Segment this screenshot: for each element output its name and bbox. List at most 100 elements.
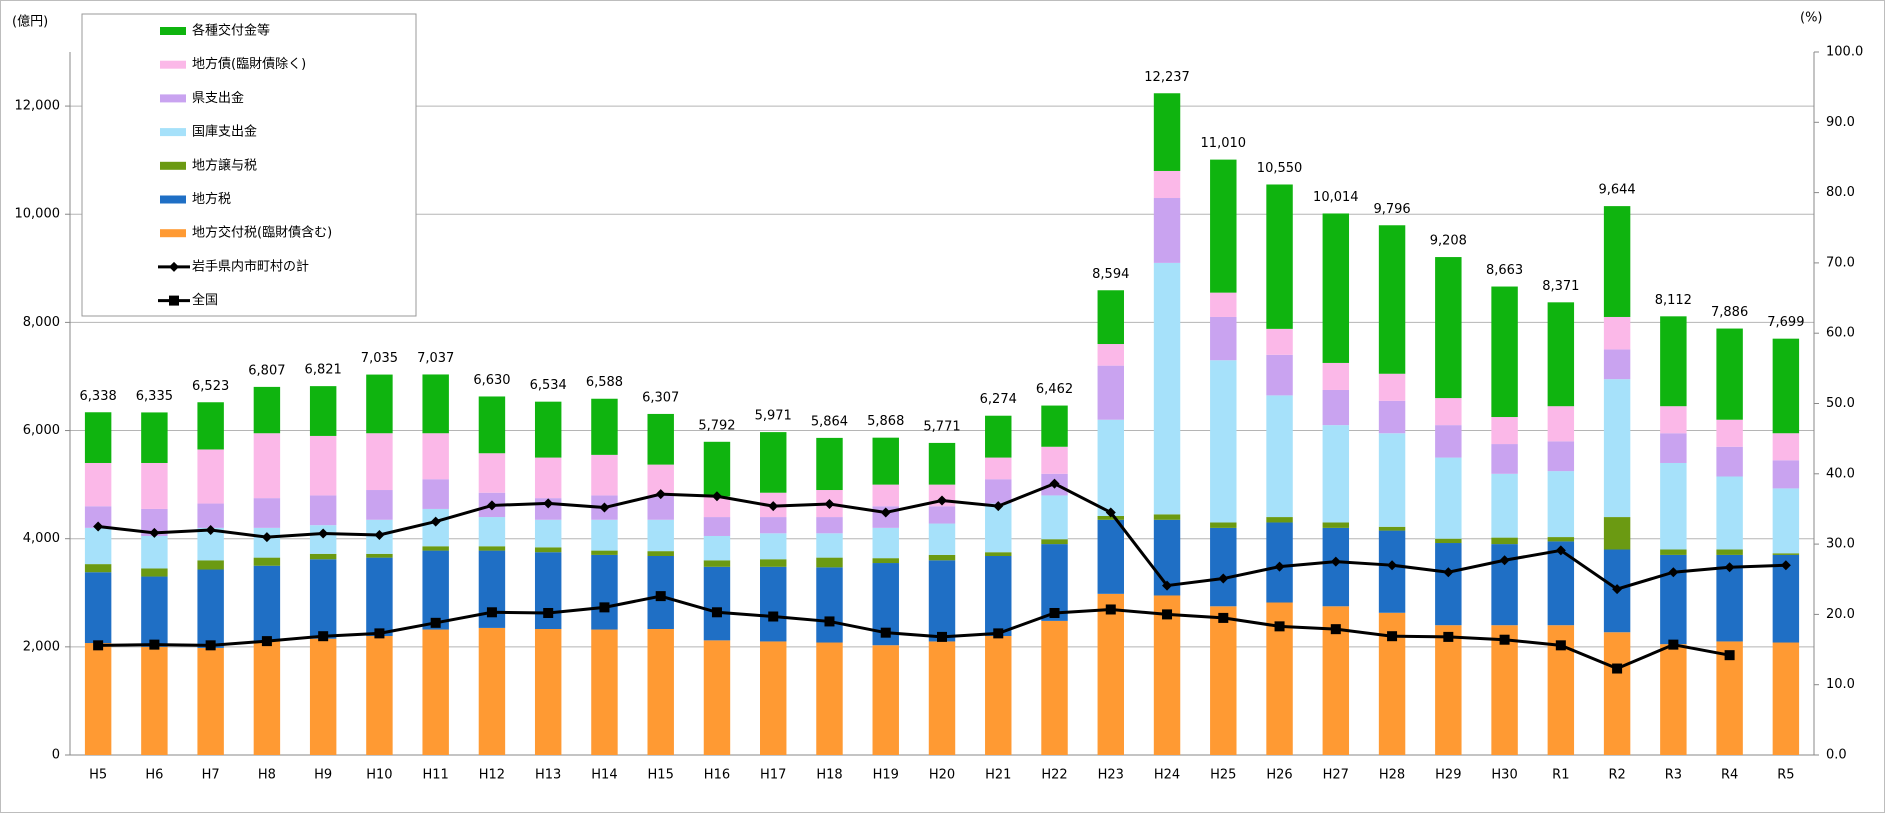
legend-swatch [160, 161, 186, 170]
bar-segment [1097, 515, 1124, 520]
bar-segment [1660, 462, 1687, 550]
bar-segment [1491, 537, 1518, 545]
bar-segment [1378, 530, 1406, 613]
total-label: 6,807 [248, 363, 285, 378]
bar-segment [1041, 446, 1068, 474]
bar-segment [1378, 225, 1406, 374]
line-marker [937, 631, 947, 642]
bar-segment [84, 462, 112, 507]
legend-label: 岩手県内市町村の計 [192, 258, 309, 274]
bar-segment [985, 636, 1012, 755]
line-marker [655, 591, 666, 602]
bar-segment [1435, 625, 1462, 755]
bar-segment [1547, 441, 1575, 472]
bar-segment [928, 560, 956, 642]
bar-segment [534, 401, 562, 458]
bar-segment [1322, 527, 1350, 607]
line-marker [1612, 663, 1623, 674]
bar-segment [816, 642, 843, 755]
y2-tick-label: 10.0 [1826, 677, 1855, 692]
total-label: 10,014 [1313, 190, 1359, 205]
line-marker [1555, 545, 1566, 556]
bar-segment [760, 432, 787, 493]
legend-swatch [160, 195, 186, 204]
total-label: 6,821 [305, 363, 342, 378]
bar-segment [1266, 354, 1293, 396]
bar-segment [1322, 389, 1350, 426]
x-tick-label: H8 [258, 768, 276, 783]
y-tick-label: 8,000 [23, 315, 60, 330]
bar-segment [872, 527, 899, 559]
x-tick-label: H23 [1098, 768, 1124, 783]
bar-segment [1716, 549, 1743, 555]
bar-segment [1153, 198, 1181, 263]
total-label: 7,037 [417, 351, 454, 366]
bar-segment [309, 435, 337, 496]
y-tick-label: 12,000 [15, 99, 61, 114]
bar-segment [478, 453, 506, 493]
x-tick-label: H26 [1266, 768, 1292, 783]
bar-segment [1491, 444, 1518, 474]
bar-segment [872, 484, 899, 507]
bar-segment [84, 564, 112, 573]
bar-segment [1603, 517, 1631, 550]
bar-segment [1097, 593, 1124, 755]
bar-segment [985, 555, 1012, 637]
bar-segment [84, 506, 112, 528]
line-marker [824, 499, 835, 510]
bar-segment [1210, 606, 1237, 755]
y-tick-label: 10,000 [15, 207, 61, 222]
bar-segment [1716, 446, 1743, 477]
total-label: 7,886 [1711, 305, 1748, 320]
bar-segment [534, 519, 562, 548]
bar-segment [1435, 257, 1462, 399]
total-label: 6,630 [473, 373, 510, 388]
bar-segment [816, 517, 843, 534]
bar-segment [985, 415, 1012, 458]
y-tick-label: 4,000 [23, 531, 60, 546]
x-tick-label: H12 [479, 768, 505, 783]
line-marker [149, 639, 160, 650]
bar-segment [1772, 642, 1800, 755]
line-marker [318, 528, 329, 539]
bar-segment [141, 535, 168, 569]
y-tick-label: 0 [52, 748, 60, 763]
line-marker [486, 607, 497, 618]
legend-marker [169, 261, 179, 272]
line-marker [993, 501, 1004, 512]
line-marker [430, 617, 441, 628]
bar-segment [872, 645, 899, 755]
bar-segment [647, 495, 674, 520]
total-label: 5,771 [923, 419, 960, 434]
x-tick-label: R5 [1777, 768, 1794, 783]
bar-segment [1547, 302, 1575, 407]
line-marker [374, 529, 385, 540]
x-tick-label: H17 [760, 768, 786, 783]
x-tick-label: H19 [873, 768, 899, 783]
bar-segment [872, 437, 899, 485]
bar-segment [1435, 398, 1462, 426]
bar-segment [1716, 476, 1743, 550]
x-tick-label: H5 [89, 768, 107, 783]
bar-segment [1153, 170, 1181, 199]
bar-segment [591, 398, 618, 455]
line-marker [149, 527, 160, 538]
total-label: 5,864 [811, 414, 848, 429]
bar-segment [816, 567, 843, 643]
bar-segment [760, 559, 787, 567]
line-marker [599, 502, 610, 513]
bar-segment [1210, 527, 1237, 607]
bar-segment [141, 646, 168, 755]
legend-swatch [160, 27, 186, 35]
total-label: 6,588 [586, 375, 623, 390]
line-marker [1274, 621, 1285, 632]
total-label: 8,663 [1486, 263, 1523, 278]
line-marker [486, 500, 497, 511]
bar-segment [760, 533, 787, 560]
total-label: 5,868 [867, 414, 904, 429]
total-label: 6,462 [1036, 382, 1073, 397]
legend-swatch [160, 94, 186, 103]
legend-label: 各種交付金等 [192, 23, 270, 39]
x-tick-label: H21 [985, 768, 1011, 783]
